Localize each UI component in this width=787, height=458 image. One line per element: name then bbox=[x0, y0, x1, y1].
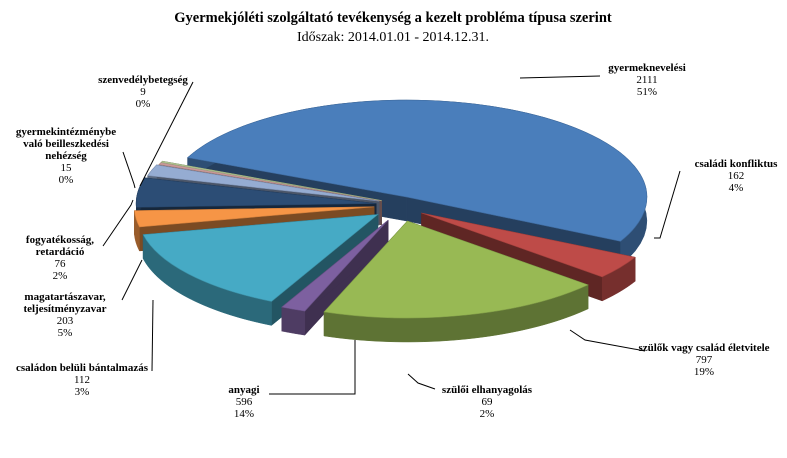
slice-label-name-5: családon belüli bántalmazás bbox=[16, 362, 149, 374]
slice-2 bbox=[323, 220, 589, 319]
leader-line-1 bbox=[654, 170, 681, 239]
chart-title: Gyermekjóléti szolgáltató tevékenység a … bbox=[174, 10, 612, 26]
slice-label-percent-3: 2% bbox=[480, 408, 495, 420]
leader-line-3 bbox=[407, 373, 436, 390]
slice-1 bbox=[421, 212, 636, 278]
slice-label-name-4: anyagi bbox=[228, 384, 259, 396]
slice-label-value-6: 203 bbox=[57, 315, 74, 327]
slice-label-value-3: 69 bbox=[482, 396, 494, 408]
slice-label-value-2: 797 bbox=[696, 354, 713, 366]
slice-7 bbox=[147, 164, 380, 202]
slice-label-percent-4: 14% bbox=[234, 408, 254, 420]
slice-label-name-6-1: teljesítményzavar bbox=[23, 303, 106, 315]
slice-label-name-1: családi konfliktus bbox=[695, 158, 779, 170]
slice-0 bbox=[186, 99, 648, 242]
pie-tops bbox=[134, 99, 648, 319]
slice-label-value-5: 112 bbox=[74, 374, 90, 386]
slice-label-value-1: 162 bbox=[728, 170, 745, 182]
slice-label-name-8-0: gyermekintézménybe bbox=[16, 126, 116, 138]
slice-label-name-9: szenvedélybetegség bbox=[98, 74, 188, 86]
slice-label-percent-5: 3% bbox=[75, 386, 90, 398]
slice-9 bbox=[160, 160, 382, 201]
slice-3 bbox=[281, 219, 389, 312]
leader-line-7 bbox=[102, 199, 134, 247]
chart-subtitle: Időszak: 2014.01.01 - 2014.12.31. bbox=[297, 30, 489, 45]
slice-label-percent-1: 4% bbox=[729, 182, 744, 194]
slice-label-value-8: 15 bbox=[61, 162, 73, 174]
leader-line-0 bbox=[519, 75, 601, 79]
slice-label-percent-8: 0% bbox=[59, 174, 74, 186]
slice-label-percent-2: 19% bbox=[694, 366, 714, 378]
leader-line-4 bbox=[269, 340, 356, 395]
slice-label-value-9: 9 bbox=[140, 86, 146, 98]
slice-side-3 bbox=[281, 306, 306, 336]
slice-label-value-7: 76 bbox=[55, 258, 67, 270]
leader-line-2 bbox=[569, 329, 646, 352]
slice-label-name-8-1: való beilleszkedési bbox=[23, 138, 109, 150]
slice-label-value-0: 2111 bbox=[636, 74, 657, 86]
slice-4 bbox=[142, 214, 379, 302]
slice-label-percent-9: 0% bbox=[136, 98, 151, 110]
slice-label-percent-6: 5% bbox=[58, 327, 73, 339]
slice-label-value-4: 596 bbox=[236, 396, 253, 408]
slice-label-name-2: szülők vagy család életvitele bbox=[638, 342, 769, 354]
slice-label-percent-7: 2% bbox=[53, 270, 68, 282]
slice-label-name-0: gyermeknevelési bbox=[608, 62, 686, 74]
leader-line-8 bbox=[122, 151, 136, 189]
slice-label-name-7-1: retardáció bbox=[36, 246, 85, 258]
leader-line-9 bbox=[139, 81, 194, 187]
leader-lines bbox=[102, 75, 681, 395]
slice-label-name-3: szülői elhanyagolás bbox=[442, 384, 533, 396]
leader-line-6 bbox=[121, 259, 143, 301]
slice-label-name-7-0: fogyatékosság, bbox=[26, 234, 94, 246]
slice-label-percent-0: 51% bbox=[637, 86, 657, 98]
leader-line-5 bbox=[151, 299, 154, 372]
slice-label-name-6-0: magatartászavar, bbox=[24, 291, 105, 303]
slice-label-name-8-2: nehézség bbox=[45, 150, 87, 162]
slice-5 bbox=[134, 206, 375, 228]
